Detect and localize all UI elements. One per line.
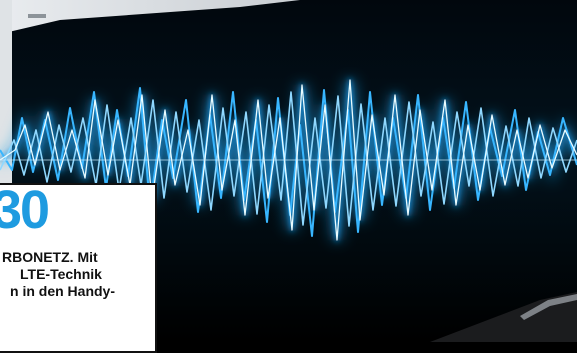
device-frame-top	[0, 0, 300, 34]
callout-line-2: LTE-Technik	[20, 266, 102, 282]
device-corner-edge	[520, 294, 577, 320]
frame-slot	[28, 14, 46, 18]
device-frame-left	[0, 0, 12, 185]
callout-line-1-bold: RBONETZ.	[2, 249, 74, 265]
callout-line-3: n in den Handy-	[10, 283, 115, 299]
callout-line-1: RBONETZ. Mit	[2, 249, 148, 266]
callout-number: 30	[0, 183, 50, 240]
info-callout-box: 30 RBONETZ. Mit LTE-Technik n in den Han…	[0, 183, 157, 353]
wave-line-c	[0, 91, 577, 227]
wave-core	[0, 79, 577, 241]
callout-text: RBONETZ. Mit LTE-Technik n in den Handy-	[2, 249, 148, 300]
callout-line-1-rest: Mit	[73, 249, 98, 265]
waveform-lines	[0, 78, 577, 242]
